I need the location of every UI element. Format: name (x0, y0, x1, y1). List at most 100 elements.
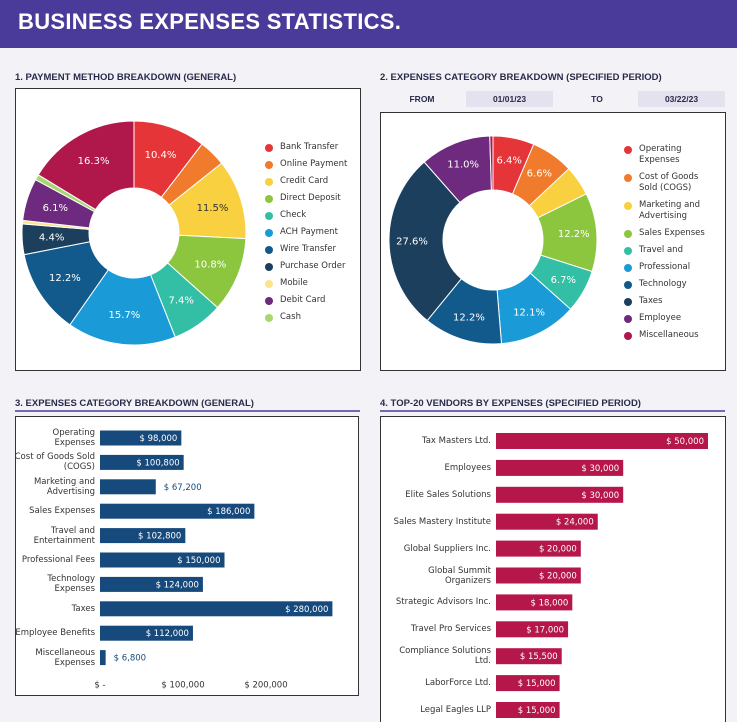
legend-item: Bank Transfer (265, 142, 349, 153)
legend-swatch (624, 229, 632, 238)
legend: Bank Transfer Online Payment Credit Card Di… (265, 142, 349, 323)
bar (100, 503, 255, 519)
legend-label: Purchase Order (280, 261, 346, 271)
value-label: $ 102,800 (138, 532, 181, 542)
bar (496, 702, 560, 718)
legend-swatch (624, 297, 632, 306)
legend: Operating Expenses Cost of Goods Sold (CO… (624, 144, 710, 341)
legend-swatch (265, 160, 273, 169)
slice-label: 12.1% (513, 308, 545, 319)
bar (100, 479, 156, 495)
legend-label: Sales Expenses (639, 228, 705, 238)
legend-swatch (624, 280, 632, 289)
legend-swatch (265, 143, 273, 152)
legend-item: Marketing and Advertising (624, 200, 710, 222)
category-label: Technology Expenses (47, 574, 95, 595)
bar (496, 486, 624, 503)
category-label: Miscellaneous Expenses (35, 647, 95, 668)
bar (496, 621, 569, 638)
slice-label: 12.2% (453, 312, 485, 323)
category-label: Professional Fees (21, 555, 95, 565)
donut-slice (388, 161, 463, 322)
category-label: Strategic Advisors Inc. (395, 597, 491, 608)
bar (100, 576, 203, 592)
category-label: Legal Eagles LLP (420, 705, 491, 715)
value-label: $ 186,000 (207, 507, 250, 517)
bar (100, 454, 184, 470)
slice-label: 6.6% (527, 169, 552, 180)
bar (496, 513, 598, 530)
filter-label: TO (591, 94, 603, 104)
bar (100, 528, 186, 544)
legend-item: Travel and (624, 245, 710, 256)
legend-label: Wire Transfer (280, 244, 336, 254)
value-label: $ 67,200 (164, 483, 202, 493)
legend-swatch (624, 263, 632, 272)
value-label: $ 18,000 (530, 598, 568, 608)
category-label: Taxes (71, 603, 95, 614)
x-tick-label: $ 200,000 (244, 681, 287, 691)
slice-label: 15.7% (109, 310, 141, 321)
legend-swatch (624, 314, 632, 323)
category-label: Elite Sales Solutions (405, 489, 491, 500)
value-label: $ 30,000 (581, 491, 619, 501)
legend-label: Employee (639, 313, 682, 323)
legend-swatch (265, 262, 273, 271)
category-label: Global Suppliers Inc. (403, 543, 491, 554)
section-title: 4. TOP-20 VENDORS BY EXPENSES (SPECIFIED… (380, 398, 641, 409)
legend-label: Travel and (639, 245, 683, 255)
category-label: Employees (444, 462, 491, 473)
legend-label: Direct Deposit (280, 193, 341, 203)
legend-swatch (624, 331, 632, 340)
legend-label: Mobile (280, 278, 308, 288)
legend-label: Cost of Goods Sold (COGS) (639, 172, 699, 193)
legend-label: Taxes (639, 296, 663, 306)
category-label: Marketing and Advertising (33, 476, 95, 497)
legend-label: Debit Card (280, 295, 326, 305)
bar (496, 540, 581, 557)
slice-label: 27.6% (396, 237, 428, 248)
legend-label: Miscellaneous (639, 330, 699, 340)
donut-slice (489, 135, 494, 191)
legend-item: Check (265, 210, 349, 221)
legend-label: Check (280, 210, 307, 220)
legend-label: Bank Transfer (280, 142, 339, 152)
section-title: 2. EXPENSES CATEGORY BREAKDOWN (SPECIFIE… (380, 72, 662, 83)
slice-label: 6.1% (43, 203, 68, 214)
value-label: $ 30,000 (581, 464, 619, 474)
category-label: Cost of Goods Sold (COGS) (14, 452, 95, 473)
value-label: $ 20,000 (539, 545, 577, 555)
x-tick-label: $ 100,000 (161, 681, 204, 691)
bar (496, 675, 560, 692)
bar (100, 625, 193, 641)
legend-swatch (265, 228, 273, 237)
legend-item: Debit Card (265, 295, 349, 306)
category-label: Sales Expenses (29, 506, 95, 517)
legend-item: ACH Payment (265, 227, 349, 238)
legend-item: Cost of Goods Sold (COGS) (624, 172, 710, 194)
filter-label: FROM (409, 94, 435, 104)
value-label: $ 124,000 (156, 580, 199, 590)
legend-item: Operating Expenses (624, 144, 710, 166)
legend-label: Marketing and Advertising (639, 200, 701, 221)
category-label: Employee Benefits (15, 628, 95, 639)
date-field: 01/01/23 (466, 91, 553, 107)
legend-item: Professional (624, 262, 710, 273)
legend-item: Wire Transfer (265, 244, 349, 255)
legend-swatch (265, 296, 273, 305)
legend-label: Operating Expenses (639, 144, 682, 165)
legend-label: Online Payment (280, 159, 348, 169)
legend-swatch (624, 173, 632, 182)
slice-label: 6.4% (496, 156, 521, 167)
legend-item: Miscellaneous (624, 330, 710, 341)
slice-label: 16.3% (78, 156, 110, 167)
bar (496, 459, 624, 476)
legend-swatch (265, 177, 273, 186)
date-field: 03/22/23 (638, 91, 725, 107)
legend-swatch (265, 194, 273, 203)
category-label: Travel and Entertainment (33, 525, 95, 546)
legend-item: Purchase Order (265, 261, 349, 272)
legend-swatch (265, 245, 273, 254)
slice-label: 11.0% (447, 160, 479, 171)
legend-item: Employee (624, 313, 710, 324)
